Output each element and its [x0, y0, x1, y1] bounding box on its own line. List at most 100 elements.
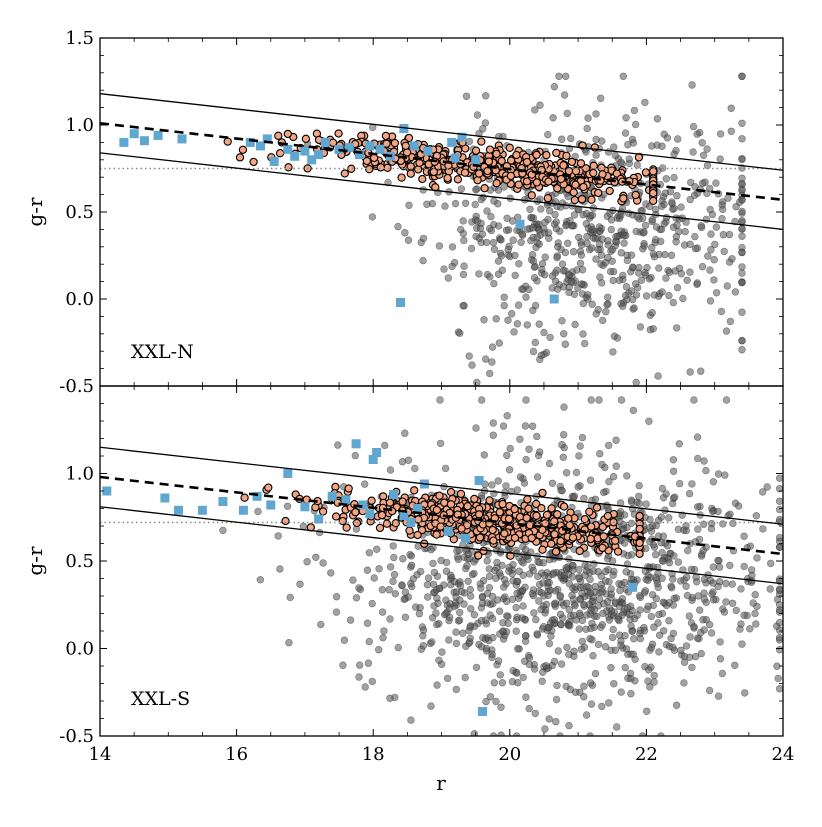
galaxy-point — [494, 222, 503, 230]
galaxy-point — [522, 293, 530, 301]
galaxy-point — [646, 524, 654, 532]
galaxy-point — [652, 223, 661, 231]
galaxy-point — [609, 571, 617, 579]
galaxy-point — [565, 721, 573, 730]
bcg-square — [358, 500, 368, 510]
member-point — [506, 551, 515, 560]
galaxy-point — [722, 598, 730, 606]
x-tick-label: 14 — [89, 744, 112, 765]
member-point — [331, 512, 341, 521]
panel-xxl-n-points — [119, 72, 746, 386]
galaxy-point — [740, 562, 748, 571]
galaxy-point — [559, 330, 568, 338]
galaxy-point — [488, 343, 497, 351]
galaxy-point — [583, 232, 591, 241]
galaxy-point — [655, 631, 664, 639]
galaxy-point — [424, 574, 433, 582]
galaxy-point — [537, 205, 545, 213]
galaxy-point — [442, 610, 450, 618]
galaxy-point — [629, 406, 638, 415]
galaxy-point — [672, 238, 680, 246]
panel-xxl-s-points — [102, 396, 783, 736]
galaxy-point — [580, 494, 588, 503]
galaxy-point — [703, 145, 711, 153]
galaxy-point — [373, 545, 381, 553]
galaxy-point — [715, 563, 724, 571]
galaxy-point — [533, 233, 541, 241]
galaxy-point — [485, 224, 494, 233]
galaxy-point — [489, 238, 498, 247]
galaxy-point — [361, 480, 369, 488]
galaxy-point — [587, 606, 595, 614]
galaxy-point — [693, 634, 702, 642]
galaxy-point — [597, 580, 605, 589]
bcg-square — [399, 124, 409, 133]
galaxy-point — [384, 178, 392, 187]
galaxy-point — [525, 445, 533, 453]
member-point — [635, 549, 644, 558]
galaxy-point — [400, 595, 408, 604]
galaxy-point — [596, 94, 605, 103]
galaxy-point — [544, 130, 552, 139]
galaxy-point — [594, 567, 602, 576]
galaxy-point — [460, 262, 468, 270]
galaxy-point — [401, 613, 410, 621]
galaxy-point — [601, 567, 610, 576]
member-point — [334, 129, 343, 138]
member-point — [240, 493, 249, 502]
galaxy-point — [617, 158, 625, 166]
galaxy-point — [488, 481, 496, 489]
galaxy-point — [628, 295, 637, 304]
galaxy-point — [498, 266, 506, 274]
member-point — [543, 194, 553, 203]
galaxy-point — [705, 686, 714, 695]
galaxy-point — [634, 269, 643, 277]
galaxy-point — [458, 588, 466, 596]
member-point — [274, 131, 283, 140]
member-point — [432, 505, 442, 515]
galaxy-point — [673, 135, 682, 143]
member-point — [538, 545, 547, 554]
member-point — [542, 510, 552, 520]
galaxy-point — [775, 474, 783, 482]
galaxy-point — [346, 616, 355, 624]
galaxy-point — [680, 658, 689, 666]
galaxy-point — [738, 640, 746, 648]
member-point — [397, 173, 406, 182]
galaxy-point — [408, 561, 416, 569]
galaxy-point — [528, 251, 537, 259]
galaxy-point — [528, 589, 537, 598]
galaxy-point — [459, 629, 467, 637]
galaxy-point — [427, 702, 435, 710]
galaxy-point — [541, 218, 549, 227]
galaxy-point — [707, 524, 716, 533]
galaxy-point — [545, 459, 554, 468]
galaxy-point — [675, 479, 684, 488]
galaxy-point — [659, 494, 668, 502]
galaxy-point — [591, 234, 600, 243]
galaxy-point — [525, 704, 533, 713]
galaxy-point — [583, 563, 592, 571]
galaxy-point — [665, 268, 674, 276]
member-point — [619, 194, 628, 203]
galaxy-point — [709, 596, 718, 604]
member-point — [429, 167, 438, 177]
galaxy-point — [612, 436, 620, 444]
galaxy-point — [578, 433, 587, 442]
galaxy-point — [596, 273, 604, 281]
galaxy-point — [640, 242, 648, 250]
galaxy-point — [675, 264, 684, 272]
galaxy-point — [686, 268, 694, 276]
galaxy-point — [582, 711, 591, 719]
galaxy-point — [423, 200, 431, 209]
galaxy-point — [598, 621, 606, 629]
galaxy-point — [473, 378, 481, 386]
galaxy-point — [499, 627, 507, 635]
galaxy-point — [617, 211, 625, 219]
galaxy-point — [636, 323, 645, 331]
bcg-square — [283, 144, 293, 154]
member-point — [446, 500, 456, 509]
galaxy-point — [617, 249, 625, 257]
galaxy-point — [694, 592, 702, 600]
galaxy-point — [759, 525, 767, 533]
